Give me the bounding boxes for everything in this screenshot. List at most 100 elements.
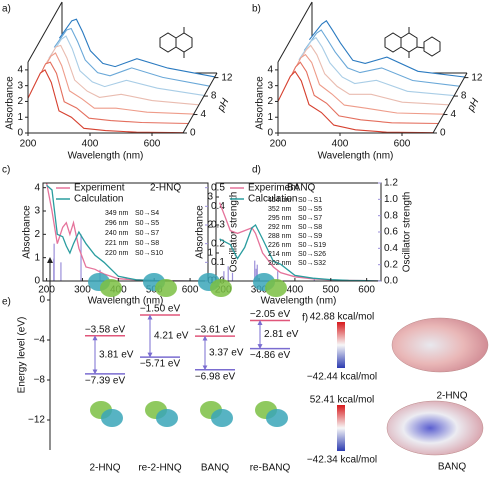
x-tick-label: 400 <box>287 285 304 296</box>
axis-line <box>432 72 468 134</box>
panel-label: d) <box>252 165 261 176</box>
panel-label: f) <box>302 313 308 324</box>
y-axis-label: Energy level (eV) <box>17 317 28 394</box>
y-tick-label: 3 <box>34 206 40 217</box>
spectrum-curve <box>277 70 434 134</box>
y-tick-label: 4 <box>267 65 273 76</box>
x-tick-label: 600 <box>394 139 411 150</box>
z-tick-label: 12 <box>471 72 483 83</box>
transition-states: S0→S8 <box>135 240 159 247</box>
color-scale <box>337 405 345 451</box>
orbital-lobe <box>155 279 177 297</box>
z-tick-label: 4 <box>450 109 456 120</box>
transition-wavelength: 214 nm <box>268 251 292 258</box>
z-tick-label: 4 <box>200 109 206 120</box>
z-tick-label: 8 <box>211 91 217 102</box>
transition-states: S0→S26 <box>298 251 326 258</box>
category-label: 2-HNQ <box>89 463 120 474</box>
lumo-label: −2.05 eV <box>250 309 291 320</box>
curve-mask <box>43 45 199 106</box>
y-tick-label: 0 <box>34 276 40 287</box>
y2-tick-label: 1.2 <box>384 178 398 189</box>
y2-tick-label: 0.0 <box>384 276 398 287</box>
gap-label: 3.37 eV <box>209 348 244 359</box>
spectrum-curve <box>27 69 184 134</box>
y-tick-label: −12 <box>28 415 45 426</box>
scale-min-label: −42.34 kcal/mol <box>307 455 377 466</box>
color-scale <box>337 322 345 368</box>
panel-label: c) <box>2 165 10 176</box>
y-tick-label: 3 <box>267 80 273 91</box>
curve-mask <box>288 54 444 115</box>
y-axis-label: Absorbance <box>5 76 16 130</box>
x-axis-label: Wavelength (nm) <box>88 296 164 307</box>
y2-tick-label: 0.2 <box>384 259 398 270</box>
curve-mask <box>309 20 465 78</box>
transition-states: S0→S9 <box>298 233 322 240</box>
transition-wavelength: 226 nm <box>268 242 292 249</box>
y-tick-label: 1 <box>17 112 23 123</box>
transition-states: S0→S5 <box>135 220 159 227</box>
lumo-label: −3.58 eV <box>85 324 126 335</box>
orbital-lobe <box>100 279 122 297</box>
y-tick-label: −8 <box>34 375 46 386</box>
orbital-lobe <box>156 409 178 427</box>
scale-max-label: 42.88 kcal/mol <box>310 312 374 323</box>
spectrum-curve <box>53 27 210 87</box>
orbital-lobe <box>266 409 288 427</box>
y-tick-label: 3 <box>17 80 23 91</box>
y2-tick-label: 1.0 <box>384 194 398 205</box>
axis-line <box>182 72 218 134</box>
y-tick-label: 4 <box>34 182 40 193</box>
spectrum-curve <box>38 52 194 115</box>
x-axis-label: Wavelength (nm) <box>68 151 144 162</box>
lumo-label: −3.61 eV <box>195 325 236 336</box>
transition-wavelength: 240 nm <box>105 230 129 237</box>
y2-tick-label: 0.1 <box>211 257 225 268</box>
transition-wavelength: 292 nm <box>268 224 292 231</box>
x-tick-label: 500 <box>322 285 339 296</box>
spectrum-curve <box>298 36 454 97</box>
y-tick-label: 1 <box>267 112 273 123</box>
transition-wavelength: 352 nm <box>268 206 292 213</box>
x-tick-label: 600 <box>182 285 199 296</box>
panel-label: a) <box>2 4 11 15</box>
y-tick-label: 4 <box>17 65 23 76</box>
x-tick-label: 300 <box>74 285 91 296</box>
z-tick-label: 0 <box>440 128 446 139</box>
transition-states: S0→S19 <box>298 242 326 249</box>
x-tick-label: 400 <box>82 139 99 150</box>
z-axis-label: pH <box>215 96 232 114</box>
y2-tick-label: 0.8 <box>384 210 398 221</box>
orbital-lobe <box>101 409 123 427</box>
category-label: re-BANQ <box>250 463 291 474</box>
panel-label: e) <box>2 297 11 308</box>
homo-label: −7.39 eV <box>85 376 126 387</box>
transition-states: S0→S1 <box>298 197 322 204</box>
axis-line <box>27 1 63 63</box>
axis-line <box>277 1 313 63</box>
y-axis-label: Absorbance <box>22 205 33 259</box>
spectrum-curve <box>48 35 204 96</box>
y-tick-label: 2 <box>17 96 23 107</box>
curve-mask <box>33 62 189 124</box>
curve-mask <box>283 62 439 124</box>
y2-tick-label: 0.4 <box>211 201 225 212</box>
legend-label: Calculation <box>74 194 123 205</box>
transition-wavelength: 288 nm <box>268 233 292 240</box>
x-tick-label: 300 <box>251 285 268 296</box>
panel-label: b) <box>252 4 261 15</box>
curve-mask <box>54 28 210 87</box>
plot-frame <box>42 182 209 282</box>
molecule-banq <box>384 27 441 58</box>
scale-min-label: −42.44 kcal/mol <box>307 372 377 383</box>
compound-label: 2-HNQ <box>150 183 181 194</box>
y-tick-label: 0 <box>17 128 23 139</box>
z-axis-label: pH <box>465 96 482 114</box>
y-tick-label: 0 <box>267 128 273 139</box>
y-tick-label: 1 <box>207 248 213 259</box>
category-label: BANQ <box>201 463 230 474</box>
curve-mask <box>48 36 204 97</box>
spectrum-curve <box>32 61 189 125</box>
compound-label: BANQ <box>287 183 316 194</box>
